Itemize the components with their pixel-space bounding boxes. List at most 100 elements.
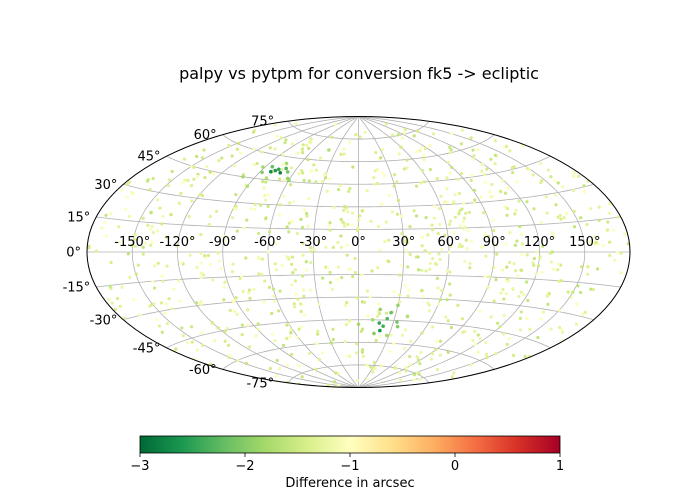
background-point <box>235 229 239 233</box>
parallel-line <box>222 134 495 163</box>
background-point <box>348 186 352 191</box>
background-point <box>429 357 434 361</box>
background-point <box>502 297 506 301</box>
background-point <box>572 209 576 214</box>
background-point <box>387 193 392 198</box>
background-point <box>607 211 611 215</box>
background-point <box>566 290 570 294</box>
background-point <box>546 168 551 172</box>
background-point <box>482 172 486 177</box>
background-point <box>217 259 222 263</box>
background-point <box>438 298 443 302</box>
background-point <box>326 383 330 387</box>
background-point <box>388 350 392 354</box>
background-point <box>309 260 313 265</box>
background-point <box>586 272 590 276</box>
background-point <box>589 287 593 291</box>
background-point <box>159 301 164 305</box>
background-point <box>422 180 427 184</box>
background-point <box>448 171 453 175</box>
background-point <box>251 130 256 134</box>
background-point <box>355 296 359 300</box>
background-point <box>488 275 492 279</box>
background-point <box>399 214 403 218</box>
background-point <box>244 256 248 260</box>
background-point <box>498 325 502 329</box>
lat-tick-label: -15° <box>63 281 91 296</box>
background-point <box>485 167 489 171</box>
background-point <box>346 267 351 272</box>
background-point <box>459 171 464 176</box>
background-point <box>485 356 489 360</box>
background-point <box>157 324 162 328</box>
background-point <box>448 282 452 286</box>
background-point <box>460 244 464 248</box>
background-point <box>445 269 449 273</box>
background-point <box>444 315 448 319</box>
background-point <box>273 262 277 266</box>
background-point <box>538 161 543 166</box>
background-point <box>368 295 372 299</box>
background-point <box>133 237 137 241</box>
background-point <box>544 195 548 199</box>
background-point <box>259 150 264 154</box>
background-point <box>396 133 400 137</box>
background-point <box>161 214 165 218</box>
background-point <box>512 262 516 266</box>
background-point <box>399 232 404 236</box>
background-point <box>420 268 424 272</box>
background-point <box>246 308 250 312</box>
background-point <box>412 378 416 382</box>
background-point <box>515 239 519 243</box>
background-point <box>282 194 286 199</box>
background-point <box>469 363 473 367</box>
background-point <box>185 341 190 345</box>
background-point <box>472 188 477 192</box>
data-point <box>405 314 410 319</box>
background-point <box>151 280 155 284</box>
background-point <box>333 123 338 127</box>
lat-tick-label: -60° <box>189 363 217 378</box>
background-point <box>211 278 215 282</box>
background-point <box>136 263 140 267</box>
parallel-line <box>96 274 621 288</box>
background-point <box>295 231 300 236</box>
background-point <box>355 378 360 383</box>
background-point <box>443 200 447 204</box>
background-point <box>437 207 441 211</box>
background-point <box>203 254 207 258</box>
background-point <box>344 322 348 327</box>
background-point <box>346 222 350 227</box>
background-point <box>403 347 407 351</box>
background-point <box>339 245 343 249</box>
background-point <box>396 198 401 203</box>
background-point <box>346 210 350 214</box>
background-point <box>222 234 226 238</box>
background-point <box>601 244 605 248</box>
background-point <box>226 343 231 347</box>
background-point <box>463 259 467 263</box>
background-point <box>151 230 155 235</box>
background-point <box>199 261 203 265</box>
background-point <box>380 171 384 175</box>
background-point <box>266 249 270 254</box>
background-point <box>492 228 496 233</box>
background-point <box>301 241 305 246</box>
colorbar-tick-label: 1 <box>556 459 564 474</box>
background-point <box>257 272 261 276</box>
background-point <box>253 207 257 211</box>
background-point <box>424 146 428 151</box>
background-point <box>304 260 308 264</box>
background-point <box>493 153 498 157</box>
background-point <box>460 317 465 321</box>
background-point <box>280 264 284 268</box>
background-point <box>438 353 443 357</box>
background-point <box>108 284 112 288</box>
background-point <box>256 327 260 331</box>
background-point <box>289 262 294 266</box>
background-point <box>263 279 267 283</box>
background-point <box>234 296 238 300</box>
background-point <box>382 174 386 178</box>
background-point <box>298 302 303 306</box>
background-point <box>222 285 226 289</box>
